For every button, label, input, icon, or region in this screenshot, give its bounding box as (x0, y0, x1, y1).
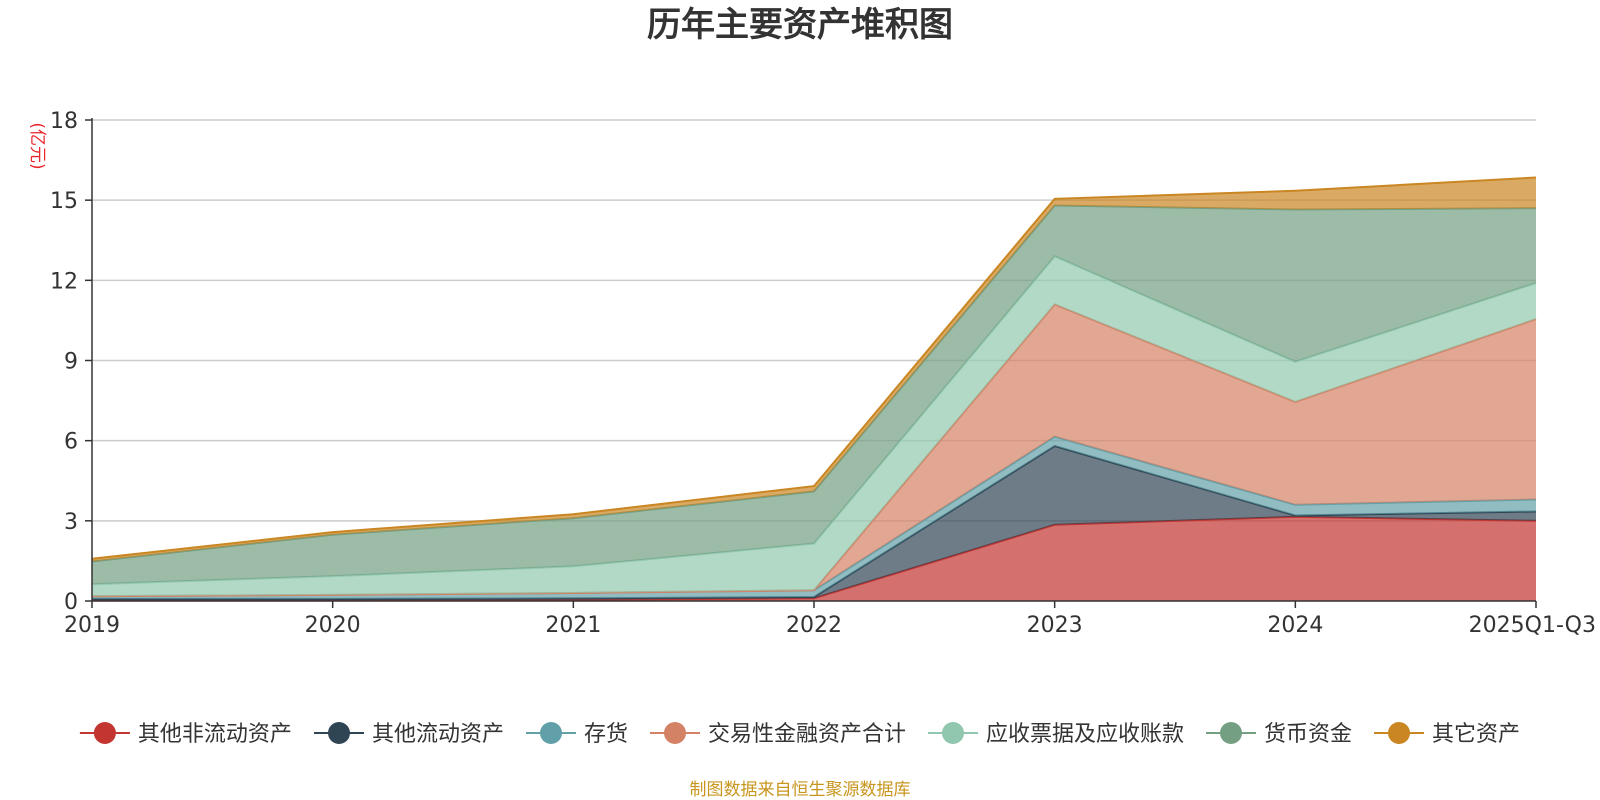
legend-marker (1388, 722, 1410, 744)
legend-label: 其他流动资产 (372, 722, 504, 747)
axes: 0 3 6 9 12 15 18 2019 2020 2021 2022 2023 2024 2025Q1… (50, 109, 1596, 638)
series-line-7 (91, 176, 1537, 560)
x-tick-label: 2021 (545, 613, 601, 638)
chart-title: 历年主要资产堆积图 (647, 5, 953, 45)
area-series-3[interactable] (92, 436, 1536, 599)
legend-label: 存货 (584, 722, 628, 747)
legend-marker (942, 722, 964, 744)
x-tick-label: 2024 (1267, 613, 1323, 638)
legend-item-2[interactable]: 其他流动资产 (314, 722, 504, 747)
legend-label: 应收票据及应收账款 (986, 722, 1184, 747)
legend-label: 其他非流动资产 (138, 722, 292, 747)
legend-item-7[interactable]: 其它资产 (1374, 722, 1520, 747)
x-tick-label: 2025Q1-Q3 (1469, 613, 1596, 638)
area-series-6[interactable] (92, 205, 1536, 585)
legend-label: 其它资产 (1432, 722, 1520, 747)
x-tick-label: 2022 (786, 613, 842, 638)
legend-item-6[interactable]: 货币资金 (1206, 722, 1352, 747)
area-series (91, 176, 1537, 602)
y-tick-label: 3 (64, 510, 78, 535)
area-series-5[interactable] (92, 256, 1536, 597)
x-tick-label: 2019 (64, 613, 120, 638)
legend[interactable]: 其他非流动资产 其他流动资产 存货 交易性金融资产合计 应收票据及应收账款 货币资金 其它资… (79, 722, 1520, 747)
area-series-1[interactable] (92, 516, 1536, 601)
y-tick-label: 12 (50, 269, 78, 294)
x-tick-label: 2023 (1027, 613, 1083, 638)
legend-marker (540, 722, 562, 744)
y-tick-label: 15 (50, 189, 78, 214)
legend-item-4[interactable]: 交易性金融资产合计 (650, 722, 906, 747)
source-note: 制图数据来自恒生聚源数据库 (690, 780, 911, 800)
area-series-2[interactable] (92, 446, 1536, 601)
legend-label: 货币资金 (1264, 722, 1352, 747)
legend-item-1[interactable]: 其他非流动资产 (79, 722, 292, 747)
legend-marker (1220, 722, 1242, 744)
y-tick-label: 6 (64, 430, 78, 455)
legend-item-5[interactable]: 应收票据及应收账款 (928, 722, 1184, 747)
legend-marker (664, 722, 686, 744)
y-axis-unit: (亿元) (27, 122, 47, 169)
legend-marker (93, 722, 116, 744)
legend-marker (328, 722, 350, 744)
area-series-4[interactable] (92, 304, 1536, 597)
legend-item-3[interactable]: 存货 (526, 722, 628, 747)
y-tick-label: 9 (64, 350, 78, 375)
y-tick-label: 0 (64, 590, 78, 615)
x-tick-label: 2020 (305, 613, 361, 638)
legend-label: 交易性金融资产合计 (708, 722, 906, 747)
y-tick-label: 18 (50, 109, 78, 134)
